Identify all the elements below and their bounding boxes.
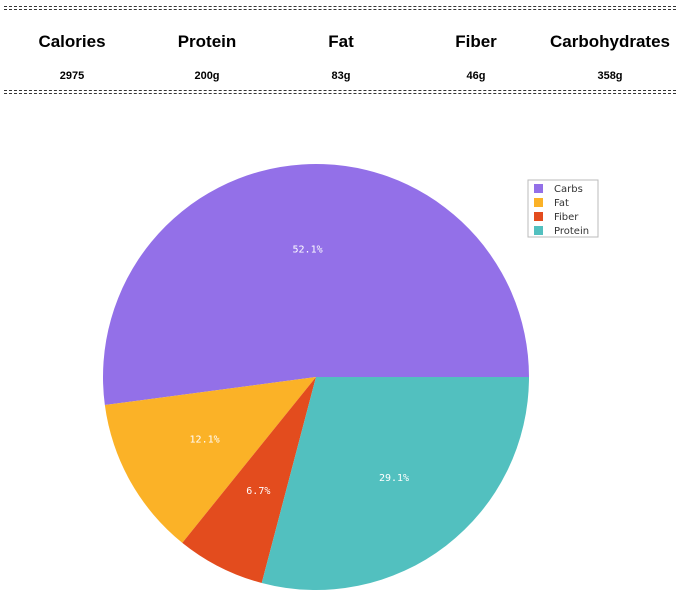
legend-swatch: [534, 212, 543, 221]
pie-slice: [103, 164, 529, 406]
pie-slice: [104, 377, 316, 543]
column-value: 2975: [59, 70, 85, 82]
legend-label: Protein: [554, 226, 589, 237]
slice-label: 12.1%: [190, 435, 220, 446]
slice-label: 6.7%: [246, 486, 270, 497]
column-header: Fiber: [455, 32, 497, 51]
legend-swatch: [534, 184, 543, 193]
column-value: 83g: [331, 70, 351, 82]
legend-label: Carbs: [554, 184, 583, 195]
column-header: Calories: [38, 32, 106, 51]
legend-swatch: [534, 198, 543, 207]
legend-label: Fiber: [554, 212, 579, 223]
legend-label: Fat: [554, 198, 569, 209]
legend-swatch: [534, 226, 543, 235]
column-header: Carbohydrates: [550, 32, 670, 51]
pie-slice: [261, 377, 529, 590]
column-value: 46g: [466, 70, 486, 82]
divider: [4, 90, 676, 94]
column-value: 358g: [597, 70, 623, 82]
pie-slice: [182, 377, 316, 583]
divider: [4, 6, 676, 10]
column-header: Fat: [328, 32, 354, 51]
slice-label: 52.1%: [293, 244, 323, 255]
column-value: 200g: [194, 70, 220, 82]
slice-label: 29.1%: [379, 473, 409, 484]
column-header: Protein: [177, 32, 237, 51]
